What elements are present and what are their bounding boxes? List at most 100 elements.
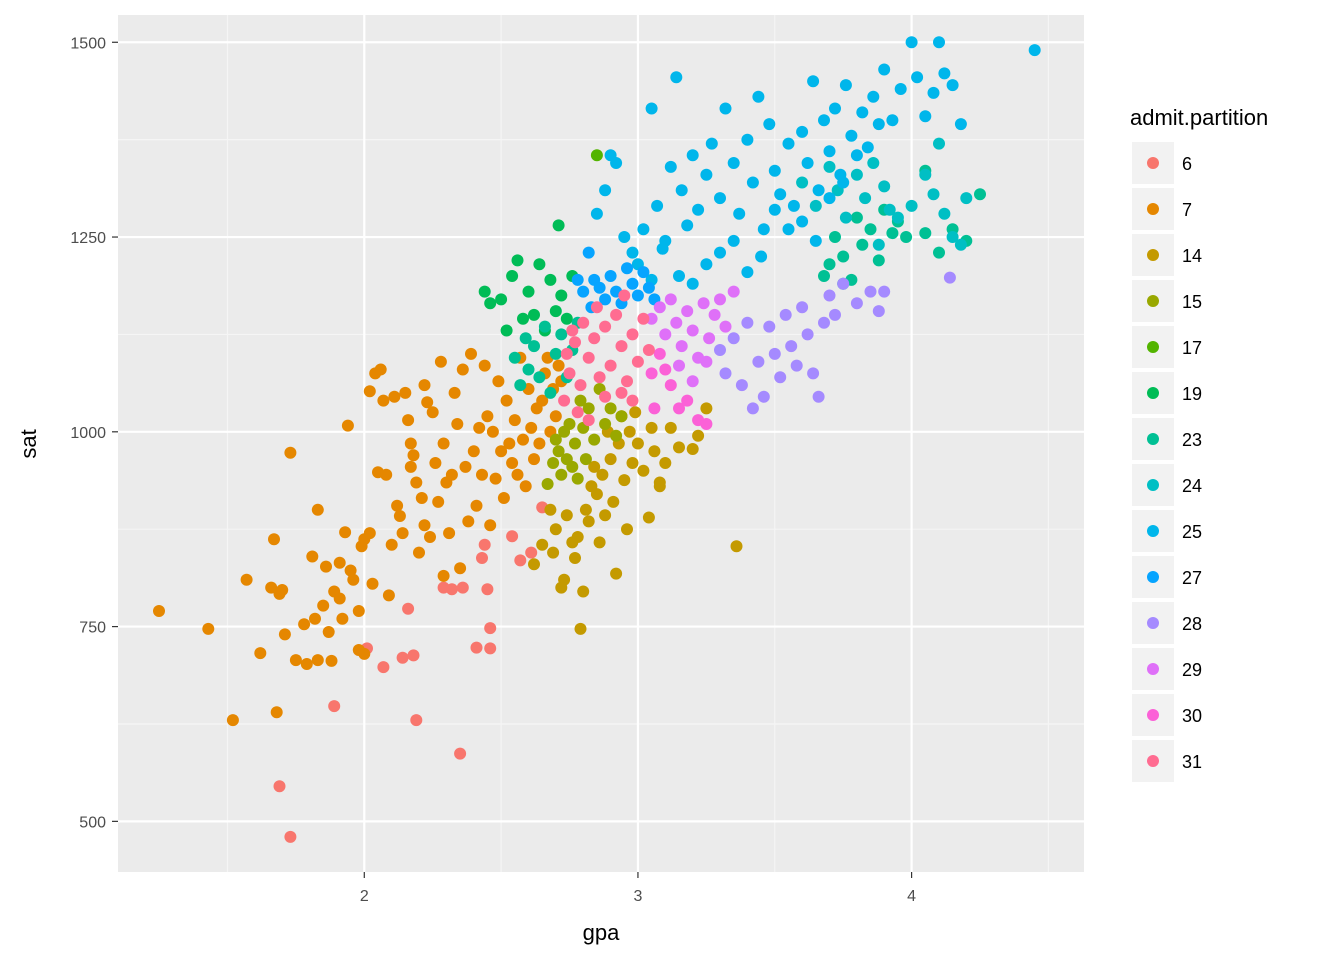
data-point — [850, 297, 863, 310]
legend-swatch — [1147, 387, 1159, 399]
data-point — [872, 254, 885, 267]
data-point — [300, 658, 313, 670]
data-point — [757, 223, 770, 236]
legend-label: 30 — [1182, 706, 1202, 726]
data-point — [413, 546, 425, 559]
data-point — [626, 457, 639, 469]
data-point — [741, 316, 754, 329]
data-point — [818, 316, 830, 329]
data-point — [790, 359, 803, 372]
legend-swatch — [1147, 709, 1159, 721]
legend-swatch — [1147, 525, 1159, 537]
data-point — [626, 246, 639, 259]
legend-item-28: 28 — [1132, 602, 1202, 644]
legend-swatch — [1147, 249, 1159, 261]
data-point — [566, 460, 579, 473]
data-point — [894, 83, 907, 95]
data-point — [768, 203, 781, 216]
legend-swatch — [1147, 341, 1159, 353]
data-point — [497, 492, 510, 504]
legend-label: 25 — [1182, 522, 1202, 542]
data-point — [552, 359, 565, 372]
data-point — [746, 176, 759, 189]
data-point — [763, 118, 776, 131]
data-point — [153, 605, 165, 617]
data-point — [424, 531, 436, 543]
data-point — [757, 390, 770, 403]
data-point — [470, 499, 483, 512]
data-point — [276, 584, 289, 596]
data-point — [631, 289, 644, 302]
data-point — [388, 390, 401, 403]
y-tick-label: 1250 — [70, 230, 106, 247]
data-point — [692, 429, 705, 442]
data-point — [933, 36, 945, 49]
data-point — [670, 316, 683, 329]
data-point — [610, 157, 623, 169]
data-point — [582, 414, 595, 427]
legend-swatch — [1147, 617, 1159, 629]
data-point — [905, 36, 918, 49]
data-point — [240, 573, 253, 586]
data-point — [593, 281, 606, 294]
data-point — [328, 700, 341, 713]
data-point — [681, 305, 694, 318]
data-point — [558, 573, 571, 586]
data-point — [582, 515, 595, 528]
legend-label: 7 — [1182, 200, 1192, 220]
data-point — [533, 371, 546, 384]
data-point — [418, 519, 431, 532]
data-point — [533, 258, 546, 271]
data-point — [456, 363, 469, 376]
data-point — [867, 157, 880, 169]
x-tick-label: 4 — [907, 888, 916, 905]
data-point — [528, 453, 540, 466]
data-point — [495, 445, 508, 458]
data-point — [577, 585, 590, 598]
data-point — [571, 273, 584, 286]
legend: admit.partition 6 7 14 15 17 19 23 24 25 27 28 29 30… — [1130, 105, 1268, 782]
data-point — [454, 747, 467, 760]
data-point — [284, 446, 297, 459]
y-tick-label: 750 — [79, 620, 106, 637]
data-point — [363, 385, 376, 398]
data-point — [393, 510, 406, 522]
data-point — [692, 203, 705, 216]
data-point — [829, 231, 841, 243]
data-point — [648, 445, 661, 458]
data-point — [850, 168, 863, 181]
series-27 — [571, 246, 661, 314]
data-point — [484, 519, 497, 532]
data-point — [697, 297, 710, 310]
data-point — [434, 355, 447, 368]
data-point — [481, 410, 494, 423]
data-point — [607, 495, 620, 508]
data-point — [544, 503, 557, 516]
series-30 — [645, 347, 713, 430]
data-point — [511, 468, 524, 481]
legend-label: 6 — [1182, 154, 1192, 174]
data-point — [476, 552, 488, 564]
series-14 — [528, 402, 743, 635]
legend-swatch — [1147, 433, 1159, 445]
data-point — [202, 622, 215, 635]
data-point — [443, 527, 456, 540]
data-point — [528, 558, 540, 571]
data-point — [859, 192, 872, 205]
data-point — [352, 605, 365, 617]
data-point — [823, 258, 836, 271]
data-point — [752, 355, 765, 368]
data-point — [681, 219, 694, 232]
data-point — [599, 390, 612, 403]
data-point — [943, 271, 956, 284]
data-point — [829, 102, 841, 115]
data-point — [569, 437, 581, 450]
data-point — [374, 363, 387, 376]
data-point — [645, 312, 658, 325]
data-point — [306, 550, 319, 563]
data-point — [796, 125, 809, 138]
data-point — [714, 293, 726, 306]
data-point — [470, 641, 483, 654]
data-point — [659, 328, 672, 341]
data-point — [547, 546, 560, 559]
